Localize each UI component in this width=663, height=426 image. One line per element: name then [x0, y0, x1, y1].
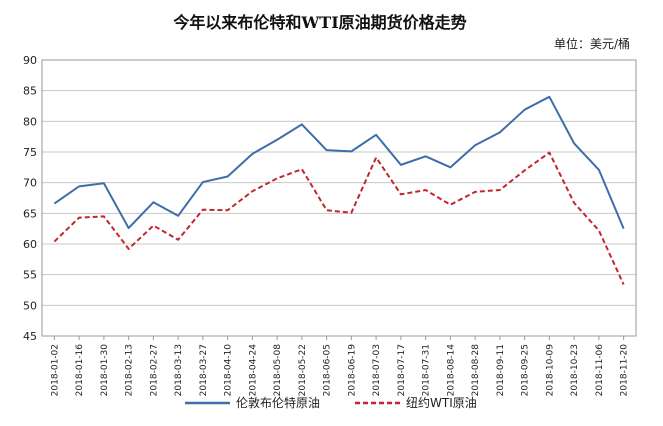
x-tick-label: 2018-04-24 [248, 344, 258, 397]
x-tick-label: 2018-11-06 [595, 344, 605, 397]
x-tick-label: 2018-01-16 [75, 344, 85, 397]
series-lines [53, 95, 625, 285]
x-tick-label: 2018-01-30 [100, 344, 110, 397]
x-tick-label: 2018-08-28 [471, 344, 481, 397]
legend-label-brent: 伦敦布伦特原油 [236, 395, 320, 410]
legend: 伦敦布伦特原油 纽约WTI原油 [185, 395, 477, 410]
x-tick-label: 2018-08-14 [446, 344, 456, 397]
chart-title: 今年以来布伦特和WTI原油期货价格走势 [172, 13, 466, 32]
x-tick-label: 2018-03-13 [174, 344, 184, 396]
x-tick-label: 2018-06-05 [323, 344, 333, 396]
series-line-wti [53, 151, 625, 285]
plot-area-border [41, 59, 637, 337]
x-tick-label: 2018-01-02 [50, 344, 60, 396]
series-line-brent [53, 95, 625, 230]
y-tick-label: 70 [23, 177, 37, 190]
y-tick-label: 60 [23, 238, 37, 251]
y-tick-label: 45 [23, 330, 37, 343]
grid-lines [42, 90, 636, 306]
x-tick-label: 2018-05-08 [273, 344, 283, 397]
x-tick-label: 2018-07-17 [397, 344, 407, 396]
x-tick-label: 2018-03-27 [199, 344, 209, 396]
x-tick-label: 2018-06-19 [347, 344, 357, 397]
x-tick-label: 2018-11-20 [620, 344, 630, 397]
y-tick-label: 85 [23, 85, 37, 98]
y-tick-label: 80 [23, 115, 37, 128]
y-tick-label: 50 [23, 299, 37, 312]
x-tick-label: 2018-02-13 [125, 344, 135, 396]
x-tick-label: 2018-09-25 [521, 344, 531, 396]
x-tick-label: 2018-10-09 [545, 344, 555, 397]
x-tick-label: 2018-09-11 [496, 344, 506, 396]
y-tick-label: 75 [23, 146, 37, 159]
x-tick-label: 2018-07-31 [422, 344, 432, 396]
y-tick-label: 65 [23, 207, 37, 220]
x-axis-ticks: 2018-01-02 2018-01-16 2018-01-30 2018-02-13… [50, 336, 630, 397]
x-tick-label: 2018-10-23 [570, 344, 580, 396]
unit-label: 单位：美元/桶 [554, 36, 630, 51]
x-tick-label: 2018-02-27 [149, 344, 159, 396]
y-tick-label: 90 [23, 54, 37, 67]
y-axis-ticks: 45 50 55 60 65 70 75 80 85 90 [23, 54, 37, 343]
y-tick-label: 55 [23, 269, 37, 282]
x-tick-label: 2018-04-10 [224, 344, 234, 397]
legend-label-wti: 纽约WTI原油 [406, 395, 477, 410]
x-tick-label: 2018-07-03 [372, 344, 382, 396]
x-tick-label: 2018-05-22 [298, 344, 308, 396]
